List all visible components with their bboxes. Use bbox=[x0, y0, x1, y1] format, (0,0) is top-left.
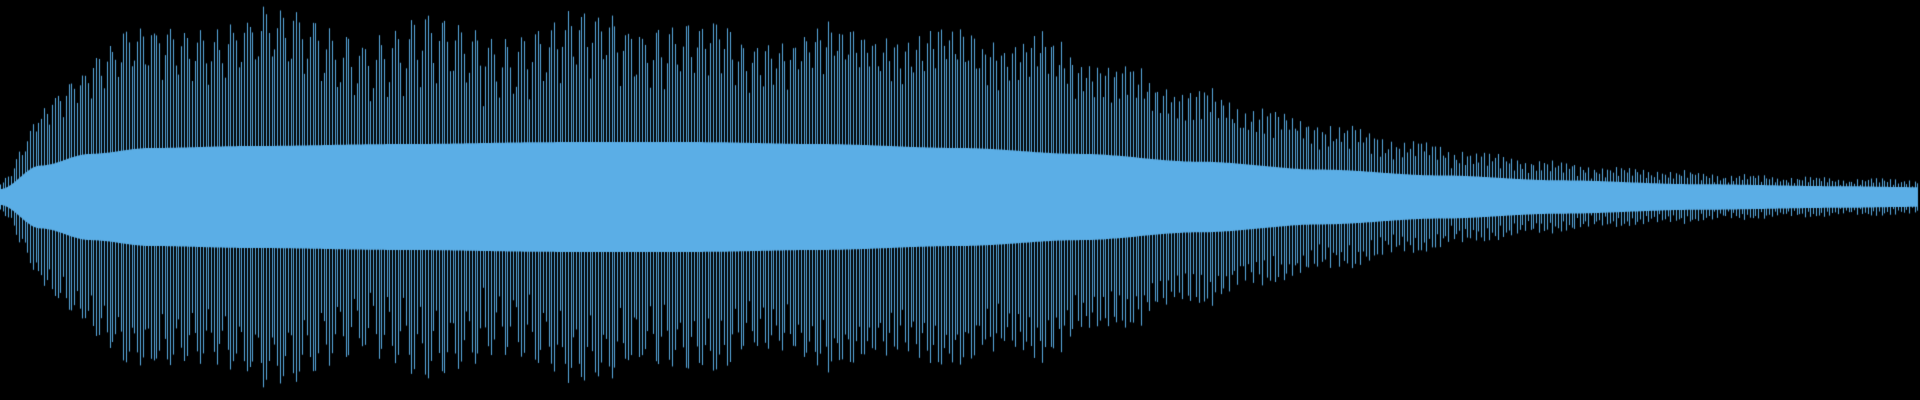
waveform-canvas[interactable] bbox=[0, 0, 1920, 400]
waveform-visualization[interactable] bbox=[0, 0, 1920, 400]
